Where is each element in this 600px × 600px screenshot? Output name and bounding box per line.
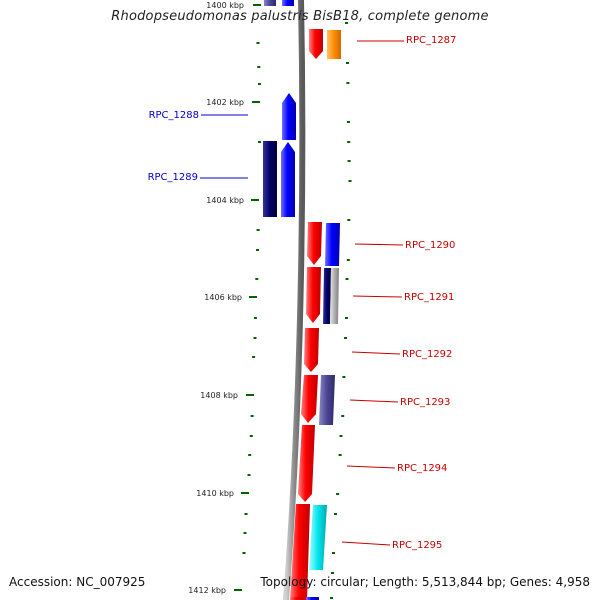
gene-block-rpc-1289-b[interactable] — [281, 142, 295, 217]
gene-block-rpc-1290-b[interactable] — [325, 223, 340, 266]
gene-block-rpc-1289-a[interactable] — [263, 141, 277, 217]
kbp-tick-1404: 1404 kbp — [206, 196, 259, 205]
kbp-tick-1408: 1408 kbp — [200, 391, 254, 400]
gene-block-rpc-1294[interactable] — [298, 425, 315, 502]
gene-label-rpc-1294[interactable]: RPC_1294 — [397, 463, 447, 474]
gene-block[interactable] — [290, 597, 303, 600]
gene-block-rpc-1287-b[interactable] — [327, 30, 341, 59]
kbp-label: 1410 kbp — [196, 489, 234, 498]
gene-block-rpc-1287-a[interactable] — [309, 29, 323, 59]
forward-strand-track — [290, 29, 341, 600]
gene-label-rpc-1288[interactable]: RPC_1288 — [149, 110, 199, 121]
gene-block-rpc-1291-c[interactable] — [330, 268, 339, 324]
gene-block-rpc-1288[interactable] — [282, 93, 296, 140]
kbp-label: 1404 kbp — [206, 196, 244, 205]
reverse-strand-track — [263, 0, 296, 217]
genome-backbone — [283, 0, 306, 600]
kbp-tick-1400: 1400 kbp — [206, 1, 261, 10]
kbp-label: 1412 kbp — [188, 586, 226, 595]
gene-block-rpc-1295-b[interactable] — [309, 505, 327, 570]
accession-text: Accession: NC_007925 — [9, 575, 146, 589]
gene-label-rpc-1290[interactable]: RPC_1290 — [405, 240, 455, 251]
genome-summary-text: Topology: circular; Length: 5,513,844 bp… — [260, 575, 590, 589]
kbp-label: 1400 kbp — [206, 1, 244, 10]
gene-block[interactable] — [264, 0, 276, 6]
kbp-tick-1402: 1402 kbp — [206, 98, 260, 107]
gene-block[interactable] — [282, 0, 294, 6]
outer-tick-track — [242, 42, 261, 554]
kbp-tick-1406: 1406 kbp — [204, 293, 257, 302]
gene-label-rpc-1293[interactable]: RPC_1293 — [400, 397, 450, 408]
gene-label-rpc-1289[interactable]: RPC_1289 — [148, 172, 198, 183]
gene-label-rpc-1287[interactable]: RPC_1287 — [406, 35, 456, 46]
kbp-label: 1406 kbp — [204, 293, 242, 302]
gene-block[interactable] — [306, 597, 319, 600]
gene-block-rpc-1293-b[interactable] — [319, 375, 335, 425]
gene-label-rpc-1295[interactable]: RPC_1295 — [392, 540, 442, 551]
forward-gene-labels: RPC_1287 RPC_1290 RPC_1291 RPC_1292 RPC_… — [341, 35, 456, 551]
kbp-tick-1412: 1412 kbp — [188, 586, 242, 595]
gene-block-rpc-1291-b[interactable] — [323, 268, 331, 324]
gene-block-rpc-1291-a[interactable] — [306, 267, 321, 323]
kbp-ruler: 1400 kbp 1402 kbp 1404 kbp 1406 kbp 1408… — [188, 1, 261, 595]
kbp-label: 1408 kbp — [200, 391, 238, 400]
reverse-gene-labels: RPC_1288 RPC_1289 — [148, 110, 248, 183]
inner-tick-track — [330, 22, 352, 599]
kbp-label: 1402 kbp — [206, 98, 244, 107]
gene-block-rpc-1295-a[interactable] — [290, 504, 310, 600]
kbp-tick-1410: 1410 kbp — [196, 489, 249, 498]
gene-block-rpc-1293-a[interactable] — [301, 375, 318, 423]
gene-block-rpc-1290-a[interactable] — [307, 222, 322, 265]
gene-label-rpc-1292[interactable]: RPC_1292 — [402, 349, 452, 360]
map-title: Rhodopseudomonas palustris BisB18, compl… — [111, 9, 489, 24]
gene-block-rpc-1292[interactable] — [304, 328, 319, 372]
gene-label-rpc-1291[interactable]: RPC_1291 — [404, 292, 454, 303]
